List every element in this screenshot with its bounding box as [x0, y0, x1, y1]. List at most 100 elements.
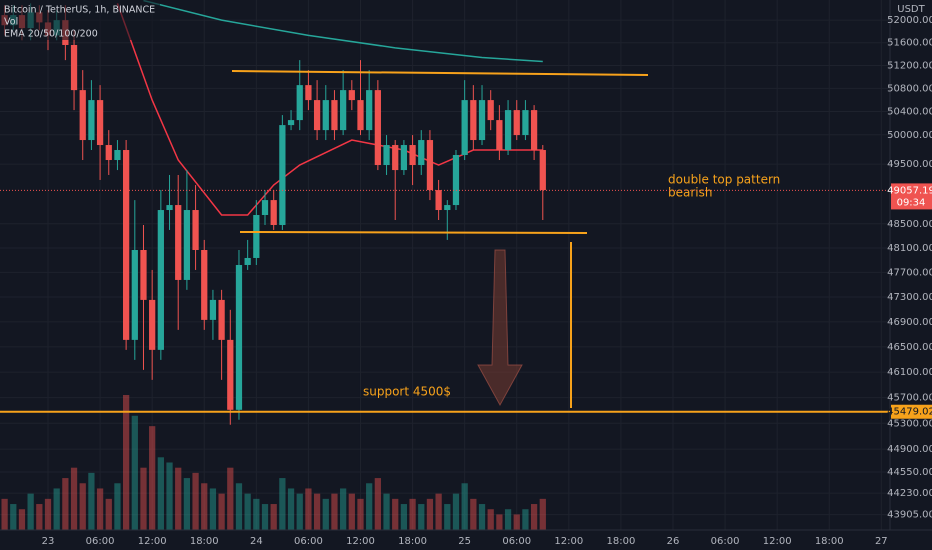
- volume-bar: [426, 498, 434, 530]
- volume-bar: [383, 493, 390, 530]
- y-tick-label: 46900.00: [887, 317, 932, 328]
- x-tick-label: 26: [667, 536, 680, 547]
- candle-body: [426, 140, 434, 191]
- volume-bar: [175, 467, 182, 530]
- candle-body: [392, 145, 399, 171]
- volume-bar: [131, 415, 138, 530]
- y-tick-label: 46100.00: [887, 367, 932, 378]
- x-tick-label: 25: [458, 536, 471, 547]
- candle-body: [504, 110, 512, 151]
- candle-body: [444, 205, 451, 211]
- candle-body: [261, 200, 269, 216]
- y-tick-label: 51200.00: [887, 60, 932, 71]
- volume-bar: [44, 498, 52, 530]
- volume-bar: [452, 493, 460, 530]
- candle-body: [435, 190, 442, 211]
- y-tick-label: 44230.00: [887, 488, 932, 499]
- volume-bar: [218, 493, 225, 530]
- y-tick-label: 51600.00: [887, 38, 932, 49]
- candle-body: [539, 150, 546, 191]
- volume-bar: [478, 504, 486, 530]
- y-tick-label: 45700.00: [887, 393, 932, 404]
- candle-body: [131, 249, 138, 340]
- volume-bar: [487, 509, 494, 530]
- volume-bar: [322, 498, 329, 530]
- volume-bar: [253, 498, 260, 530]
- candle-body: [530, 110, 538, 151]
- candle-body: [244, 257, 251, 265]
- x-tick-label: 23: [42, 536, 55, 547]
- volume-bar: [392, 498, 399, 530]
- volume-bar: [10, 504, 17, 530]
- candle-body: [461, 100, 468, 156]
- x-tick-label: 12:00: [554, 536, 583, 547]
- ema-line: [143, 0, 543, 63]
- candle-body: [296, 85, 303, 121]
- volume-bar: [522, 509, 529, 530]
- volume-bar: [1, 498, 8, 530]
- axes: 52000.00 51600.00 51200.00 50800.00 50400.00…: [0, 15, 932, 547]
- candle-body: [357, 100, 364, 131]
- candle-body: [374, 90, 381, 166]
- volume-bar: [374, 478, 381, 530]
- candle-body: [409, 145, 416, 166]
- annotation: double top pattern: [668, 173, 780, 187]
- volume-bar: [287, 488, 295, 530]
- volume-bar: [166, 462, 173, 530]
- volume-bar: [18, 509, 26, 530]
- x-tick-label: 12:00: [138, 536, 167, 547]
- volume-bar: [140, 467, 147, 530]
- volume-bar: [157, 457, 164, 530]
- y-tick-label: 45300.00: [887, 418, 932, 429]
- x-tick-label: 24: [250, 536, 263, 547]
- legend-label: Vol: [4, 17, 18, 28]
- y-tick-label: 43905.00: [887, 510, 932, 521]
- candle-body: [114, 150, 121, 161]
- y-tick-label: 44900.00: [887, 444, 932, 455]
- candle-body: [192, 210, 199, 250]
- y-tick-label: 44550.00: [887, 467, 932, 478]
- candle-body: [522, 110, 529, 136]
- x-tick-label: 27: [875, 536, 888, 547]
- candle-body: [123, 150, 130, 340]
- volume-bar: [79, 483, 86, 530]
- volume-bar: [88, 472, 95, 530]
- candle-body: [366, 90, 373, 131]
- candle-body: [88, 100, 95, 141]
- last-price-box: [891, 183, 932, 210]
- volume-bar: [192, 472, 199, 530]
- candle-body: [70, 44, 78, 91]
- candle-body: [96, 100, 104, 146]
- volume-bar: [261, 504, 269, 530]
- volume-bar: [539, 498, 546, 530]
- volume-bar: [357, 498, 364, 530]
- volume-bar: [227, 467, 234, 530]
- candle-body: [279, 125, 286, 225]
- candle-body: [209, 299, 217, 320]
- y-tick-label: 52000.00: [887, 15, 932, 26]
- candles: [1, 3, 546, 425]
- resistance-line: [231, 70, 649, 76]
- candle-body: [235, 264, 243, 410]
- candle-body: [175, 205, 182, 280]
- x-tick-label: 12:00: [763, 536, 792, 547]
- candle-body: [487, 100, 494, 121]
- volume-bar: [340, 488, 347, 530]
- candle-body: [322, 100, 329, 131]
- volume-bar: [444, 504, 451, 530]
- header-bg: [0, 0, 160, 40]
- y-tick-label: 48100.00: [887, 243, 932, 254]
- volume-bar: [53, 488, 60, 530]
- volume-bar: [409, 498, 416, 530]
- y-tick-label: 50800.00: [887, 83, 932, 94]
- volume-bar: [496, 514, 503, 530]
- candle-body: [452, 155, 460, 206]
- volume-bar: [149, 426, 156, 530]
- x-tick-label: 12:00: [346, 536, 375, 547]
- support-price-box: [891, 404, 932, 419]
- volume-bar: [331, 493, 338, 530]
- y-tick-label: 47700.00: [887, 267, 932, 278]
- candle-body: [227, 339, 234, 410]
- volume-bar: [62, 478, 69, 530]
- last-price-label: 49057.19: [887, 185, 932, 196]
